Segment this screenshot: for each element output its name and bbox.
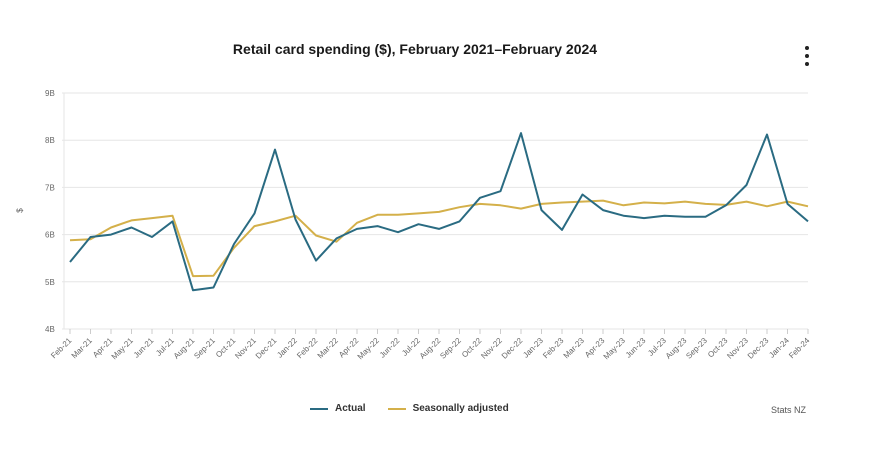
y-tick-label: 7B [45, 183, 55, 192]
x-axis-ticks: Feb-21Mar-21Apr-21May-21Jun-21Jul-21Aug-… [49, 329, 812, 361]
x-tick-label: May-23 [602, 336, 628, 362]
y-axis-ticks: 4B 5B 6B 7B 8B 9B [45, 89, 55, 334]
x-tick-label: Mar-22 [316, 336, 341, 361]
chart-title: Retail card spending ($), February 2021–… [232, 41, 598, 57]
x-tick-label: Aug-21 [172, 336, 197, 361]
x-tick-label: Nov-22 [479, 336, 504, 361]
legend-label-actual: Actual [335, 403, 366, 414]
x-tick-label: Nov-21 [233, 336, 258, 361]
legend-label-seasonally-adjusted: Seasonally adjusted [412, 403, 509, 414]
legend-swatch-actual [310, 407, 328, 410]
x-tick-label: Jun-23 [624, 336, 648, 360]
x-tick-label: Dec-21 [254, 336, 279, 361]
y-tick-label: 5B [45, 278, 55, 287]
x-tick-label: Feb-23 [541, 336, 566, 361]
x-tick-label: Feb-24 [787, 336, 812, 361]
x-tick-label: Feb-21 [49, 336, 74, 361]
x-tick-label: Dec-22 [500, 336, 525, 361]
y-tick-label: 6B [45, 231, 55, 240]
legend-swatch-seasonally-adjusted [387, 407, 406, 410]
x-tick-label: Jan-24 [767, 336, 791, 360]
y-tick-label: 4B [45, 325, 55, 334]
y-tick-label: 8B [45, 136, 55, 145]
x-tick-label: May-21 [110, 336, 136, 362]
series-line-seasonally-adjusted[interactable] [69, 199, 809, 278]
grid-lines [62, 92, 808, 330]
y-tick-label: 9B [45, 89, 55, 98]
legend-item-actual[interactable]: Actual [310, 403, 366, 414]
x-tick-label: Sep-22 [438, 336, 463, 361]
series-line-actual[interactable] [69, 132, 809, 292]
x-tick-label: Jan-23 [521, 336, 545, 360]
x-tick-label: Mar-21 [70, 336, 95, 361]
x-tick-label: Sep-23 [684, 336, 709, 361]
x-tick-label: May-22 [356, 336, 382, 362]
source-label: Stats NZ [771, 405, 807, 415]
kebab-menu-icon[interactable] [800, 46, 814, 66]
x-tick-label: Dec-23 [746, 336, 771, 361]
x-tick-label: Aug-22 [418, 336, 443, 361]
x-tick-label: Jun-22 [378, 336, 402, 360]
x-tick-label: Jun-21 [132, 336, 156, 360]
x-tick-label: Jan-22 [275, 336, 299, 360]
x-tick-label: Aug-23 [664, 336, 689, 361]
series-lines [69, 132, 809, 292]
x-tick-label: Feb-22 [295, 336, 320, 361]
menu-dot [805, 46, 809, 50]
legend-item-seasonally-adjusted[interactable]: Seasonally adjusted [387, 403, 509, 414]
x-tick-label: Sep-21 [192, 336, 217, 361]
menu-dot [805, 62, 809, 66]
menu-dot [805, 54, 809, 58]
x-tick-label: Mar-23 [562, 336, 587, 361]
legend: Actual Seasonally adjusted [310, 403, 509, 414]
x-tick-label: Nov-23 [725, 336, 750, 361]
